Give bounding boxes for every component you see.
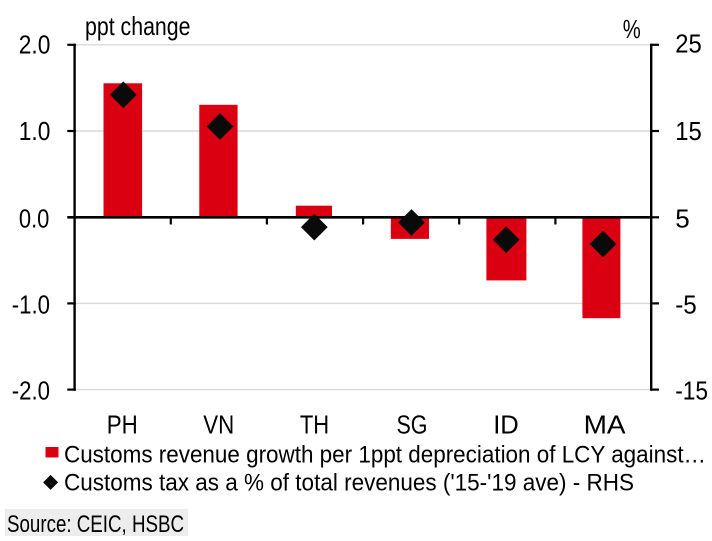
svg-text:Customs tax as a % of total re: Customs tax as a % of total revenues ('1… [64,469,634,496]
svg-text:ppt change: ppt change [85,11,191,41]
svg-text:Customs revenue growth per 1pp: Customs revenue growth per 1ppt deprecia… [64,441,706,468]
svg-text:PH: PH [107,409,138,439]
svg-text:-1.0: -1.0 [12,290,50,320]
svg-text:TH: TH [300,409,329,439]
svg-text:15: 15 [675,116,702,146]
svg-text:25: 25 [675,29,702,59]
svg-text:-5: -5 [675,290,697,320]
svg-text:MA: MA [584,409,627,439]
svg-text:VN: VN [203,409,234,439]
svg-text:ID: ID [493,409,519,439]
svg-text:Source: CEIC, HSBC: Source: CEIC, HSBC [7,511,184,538]
svg-text:1.0: 1.0 [19,116,51,146]
svg-text:%: % [623,14,641,44]
svg-text:5: 5 [675,203,689,233]
svg-text:-2.0: -2.0 [12,376,50,406]
svg-text:0.0: 0.0 [19,203,50,233]
svg-text:SG: SG [397,409,428,439]
svg-text:2.0: 2.0 [19,29,51,59]
svg-text:-15: -15 [675,376,708,406]
